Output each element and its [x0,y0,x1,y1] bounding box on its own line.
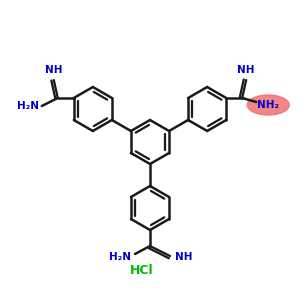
Text: NH: NH [175,252,193,262]
Text: NH₂: NH₂ [257,100,279,110]
Text: H₂N: H₂N [109,252,131,262]
Text: H₂N: H₂N [17,101,39,111]
Ellipse shape [247,95,289,115]
Text: NH: NH [238,65,255,75]
Text: NH: NH [45,65,62,75]
Text: HCl: HCl [130,263,154,277]
